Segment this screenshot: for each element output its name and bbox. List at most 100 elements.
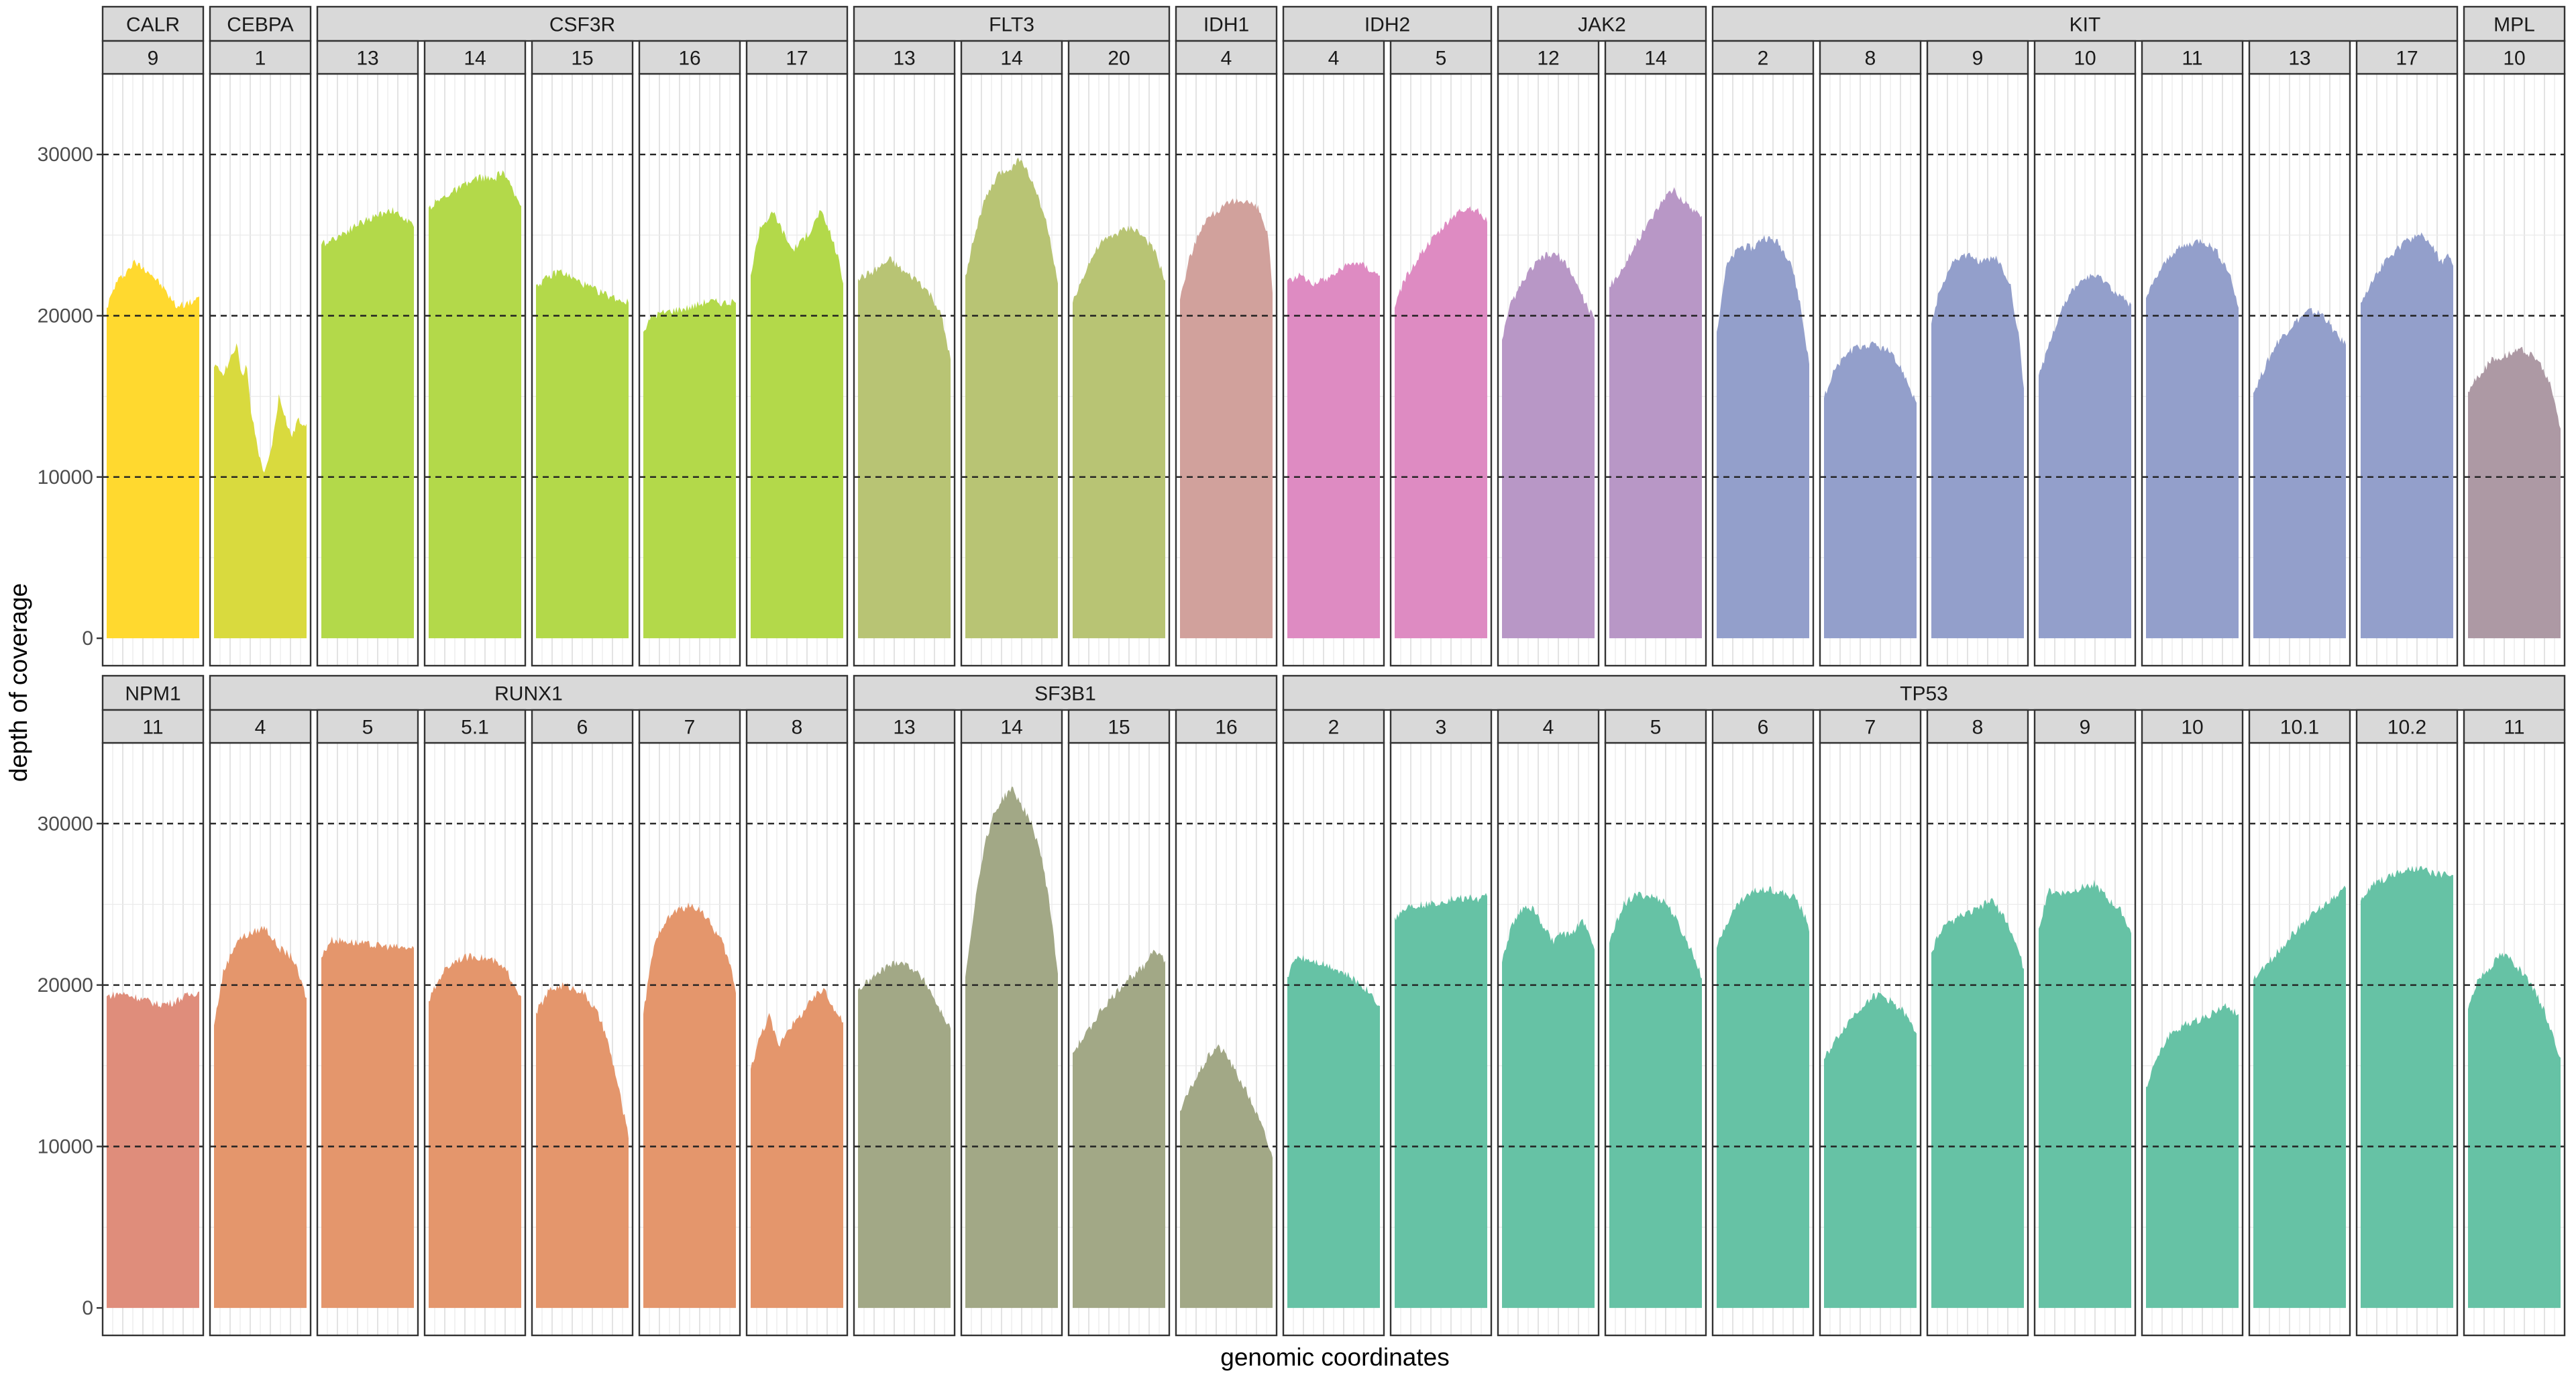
exon-strip — [2355, 40, 2459, 75]
coverage-area — [965, 157, 1058, 639]
gene-strip-label: RUNX1 — [494, 683, 563, 705]
coverage-area — [2039, 273, 2131, 639]
exon-strip — [1604, 40, 1707, 75]
exon-strip — [1819, 709, 1922, 744]
coverage-area — [2253, 307, 2346, 639]
exon-strip — [2248, 40, 2351, 75]
exon-strip — [423, 40, 527, 75]
exon-strip — [1175, 709, 1278, 744]
coverage-area — [536, 269, 629, 639]
x-axis-title: genomic coordinates — [1220, 1343, 1449, 1371]
coverage-area — [1609, 187, 1702, 639]
exon-strip — [1389, 40, 1493, 75]
coverage-area — [1609, 891, 1702, 1309]
coverage-area — [1395, 892, 1487, 1309]
exon-strip — [1497, 709, 1600, 744]
exon-strip-label: 11 — [142, 717, 163, 739]
gene-strip — [1711, 5, 2459, 42]
exon-strip — [1497, 40, 1600, 75]
exon-strip — [2463, 709, 2566, 744]
gene-strip-label: IDH1 — [1203, 14, 1249, 36]
exon-strip — [1926, 709, 2029, 744]
exon-strip — [2355, 709, 2459, 744]
exon-strip — [853, 709, 956, 744]
coverage-area — [751, 210, 843, 639]
exon-strip-label: 14 — [1644, 48, 1666, 70]
exon-strip-label: 9 — [1972, 48, 1984, 70]
exon-strip-label: 14 — [1000, 717, 1022, 739]
exon-strip-label: 14 — [1000, 48, 1022, 70]
exon-strip — [531, 40, 634, 75]
coverage-area — [1395, 206, 1487, 639]
exon-strip-label: 12 — [1537, 48, 1559, 70]
coverage-area — [1287, 955, 1380, 1309]
gene-strip-label: SF3B1 — [1034, 683, 1096, 705]
exon-strip-label: 13 — [2288, 48, 2310, 70]
coverage-area — [429, 170, 521, 639]
exon-strip-label: 9 — [2080, 717, 2091, 739]
gene-strip-label: CEBPA — [227, 14, 293, 36]
exon-strip-label: 11 — [2504, 717, 2524, 739]
exon-strip-label: 1 — [255, 48, 266, 70]
coverage-area — [1073, 950, 1165, 1309]
y-tick-label: 0 — [82, 627, 93, 650]
exon-strip — [316, 40, 419, 75]
facet-strips-layer: CALR 9 CEBPA 1 CSF3R 13 14 15 16 17 FLT3 13 14 20 IDH1… — [101, 5, 2566, 744]
gene-strip-label: CALR — [126, 14, 180, 36]
coverage-area — [1180, 198, 1273, 639]
gene-strip-label: IDH2 — [1364, 14, 1410, 36]
exon-strip-label: 7 — [1865, 717, 1876, 739]
exon-strip — [745, 709, 849, 744]
exon-strip-label: 5 — [1436, 48, 1447, 70]
exon-strip — [209, 40, 312, 75]
gene-strip-label: CSF3R — [549, 14, 615, 36]
coverage-area — [1180, 1044, 1273, 1309]
y-tick-label: 20000 — [38, 305, 93, 327]
coverage-area — [2468, 952, 2561, 1309]
exon-strip-label: 4 — [255, 717, 266, 739]
coverage-area — [1502, 905, 1595, 1309]
reference-lines-layer — [103, 153, 2565, 1147]
exon-strip-label: 8 — [1865, 48, 1876, 70]
exon-strip-label: 14 — [464, 48, 486, 70]
coverage-area — [214, 343, 307, 639]
panel-frames-layer — [101, 72, 2566, 1337]
coverage-area — [2468, 346, 2561, 639]
exon-strip-label: 5 — [362, 717, 374, 739]
y-tick-label: 30000 — [38, 813, 93, 835]
exon-strip-label: 10 — [2181, 717, 2203, 739]
exon-strip — [1067, 709, 1171, 744]
exon-strip-label: 13 — [356, 48, 378, 70]
exon-strip — [1282, 709, 1385, 744]
exon-strip-label: 15 — [571, 48, 593, 70]
exon-strip — [960, 40, 1063, 75]
exon-strip — [1067, 40, 1171, 75]
exon-strip — [2033, 709, 2137, 744]
coverage-area — [536, 982, 629, 1309]
gene-strip — [1497, 5, 1707, 42]
coverage-area — [1931, 252, 2024, 639]
gene-strip — [209, 674, 849, 711]
coverage-area — [214, 925, 307, 1309]
coverage-area — [751, 988, 843, 1309]
exon-strip — [209, 709, 312, 744]
exon-strip-label: 5 — [1650, 717, 1662, 739]
coverage-area — [1824, 992, 1917, 1309]
gene-strip — [101, 674, 205, 711]
gene-strip-label: KIT — [2070, 14, 2101, 36]
exon-strip — [1711, 709, 1815, 744]
exon-strip — [745, 40, 849, 75]
coverage-area — [2253, 885, 2346, 1309]
exon-strip — [2463, 40, 2566, 75]
exon-strip — [531, 709, 634, 744]
exon-strip — [960, 709, 1063, 744]
gene-strip-label: MPL — [2493, 14, 2535, 36]
exon-strip — [423, 709, 527, 744]
y-axis-layer: 0 10000 20000 30000 0 10000 20000 30000 — [38, 144, 103, 1319]
exon-strip-label: 16 — [678, 48, 700, 70]
gene-strip — [209, 5, 312, 42]
coverage-area — [2039, 879, 2131, 1309]
gene-strip-label: FLT3 — [989, 14, 1034, 36]
exon-strip-label: 15 — [1108, 717, 1130, 739]
